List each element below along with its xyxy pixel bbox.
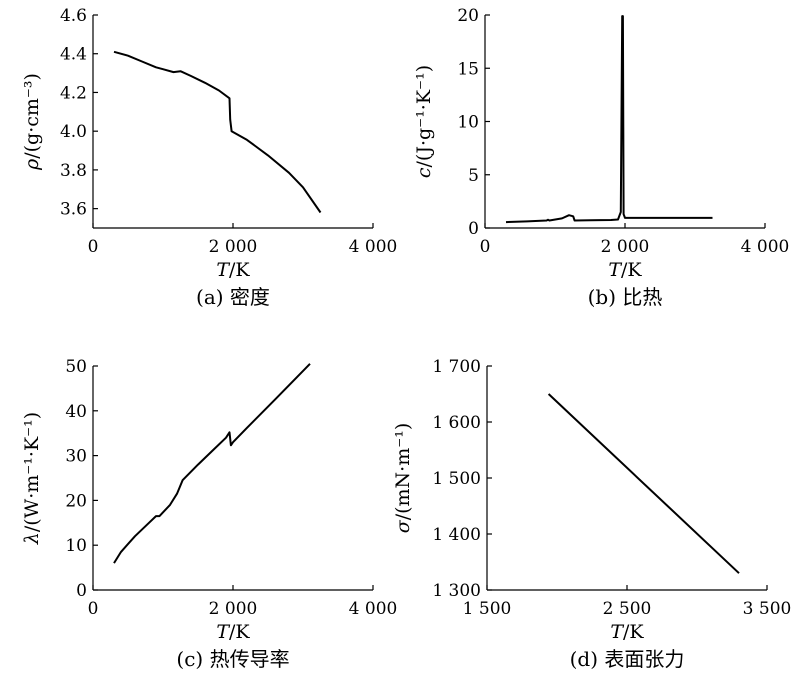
x-axis-label: T/K <box>610 621 644 643</box>
series-line <box>547 393 740 574</box>
y-tick-label: 40 <box>65 402 87 422</box>
x-tick-label: 4 000 <box>349 599 398 619</box>
y-tick-label: 3.6 <box>60 200 87 220</box>
x-tick-label: 2 000 <box>601 237 650 257</box>
y-axis-label: σ/(mN·m⁻¹) <box>392 423 414 534</box>
panel-caption: (d) 表面张力 <box>570 647 685 671</box>
y-tick-label: 1 600 <box>432 413 481 433</box>
y-tick-label: 0 <box>468 219 479 239</box>
series-line <box>113 363 311 564</box>
y-tick-label: 20 <box>457 6 479 26</box>
y-tick-label: 1 500 <box>432 469 481 489</box>
panel-caption: (c) 热传导率 <box>176 647 289 671</box>
y-axis-label: λ/(W·m⁻¹·K⁻¹) <box>21 412 43 545</box>
panel-b: 0 2 000 4 000 0 5 10 15 20 T/K (b) 比热 c/(J·g⁻¹·K⁻¹… <box>413 6 789 309</box>
x-tick-label: 2 500 <box>603 599 652 619</box>
x-tick-label: 2 000 <box>209 599 258 619</box>
panel-c: 0 2 000 4 000 0 10 20 30 40 50 T/K (c) 热传导率 λ/(W·m⁻… <box>21 357 397 671</box>
panel-caption: (b) 比热 <box>588 285 663 309</box>
panel-caption: (a) 密度 <box>196 285 270 309</box>
x-tick-label: 2 000 <box>209 237 258 257</box>
panel-d: 1 500 2 500 3 500 1 300 1 400 1 500 1 600 1 700… <box>392 357 791 671</box>
y-tick-label: 10 <box>457 113 479 133</box>
x-axis-label: T/K <box>216 259 250 281</box>
y-axis-label: c/(J·g⁻¹·K⁻¹) <box>413 65 435 178</box>
y-tick-label: 4.0 <box>60 122 87 142</box>
x-tick-label: 4 000 <box>741 237 790 257</box>
x-tick-label: 1 500 <box>463 599 512 619</box>
y-tick-label: 0 <box>76 581 87 601</box>
y-tick-label: 15 <box>457 59 479 79</box>
x-tick-label: 0 <box>88 237 99 257</box>
x-tick-label: 0 <box>480 237 491 257</box>
y-tick-label: 10 <box>65 536 87 556</box>
y-tick-label: 1 700 <box>432 357 481 377</box>
panel-a: 0 2 000 4 000 3.6 3.8 4.0 4.2 4.4 4.6 T/K (a) 密度 ρ/… <box>21 6 397 309</box>
y-tick-label: 4.2 <box>60 83 87 103</box>
y-tick-label: 5 <box>468 166 479 186</box>
y-tick-label: 20 <box>65 491 87 511</box>
y-axis-label: ρ/(g·cm⁻³) <box>21 73 43 171</box>
x-tick-label: 3 500 <box>743 599 792 619</box>
y-tick-label: 1 400 <box>432 525 481 545</box>
y-tick-label: 4.4 <box>60 45 87 65</box>
y-tick-label: 4.6 <box>60 6 87 26</box>
y-tick-label: 30 <box>65 447 87 467</box>
series-line <box>505 15 713 224</box>
x-tick-label: 4 000 <box>349 237 398 257</box>
y-tick-label: 50 <box>65 357 87 377</box>
x-axis-label: T/K <box>216 621 250 643</box>
x-tick-label: 0 <box>88 599 99 619</box>
x-axis-label: T/K <box>608 259 642 281</box>
y-tick-label: 1 300 <box>432 581 481 601</box>
series-line <box>113 50 322 214</box>
y-tick-label: 3.8 <box>60 161 87 181</box>
